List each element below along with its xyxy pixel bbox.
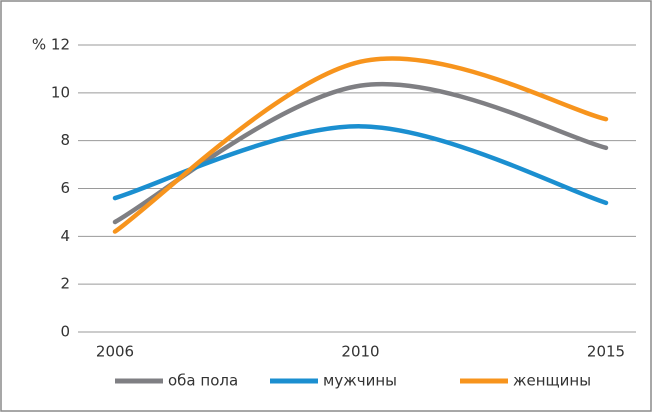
legend-label: оба пола [168, 372, 238, 390]
legend-label: женщины [513, 372, 591, 390]
y-tick-label: % 12 [32, 36, 70, 54]
y-tick-label: 0 [60, 323, 70, 341]
x-tick-label: 2015 [587, 343, 625, 361]
y-tick-label: 2 [60, 275, 70, 293]
x-tick-label: 2010 [341, 343, 379, 361]
line-series [112, 124, 609, 206]
y-tick-label: 4 [60, 227, 70, 245]
y-tick-label: 8 [60, 131, 70, 149]
legend-label: мужчины [323, 372, 397, 390]
line-series [112, 56, 609, 234]
y-tick-label: 6 [60, 179, 70, 197]
y-tick-label: 10 [51, 83, 70, 101]
x-tick-label: 2006 [96, 343, 134, 361]
